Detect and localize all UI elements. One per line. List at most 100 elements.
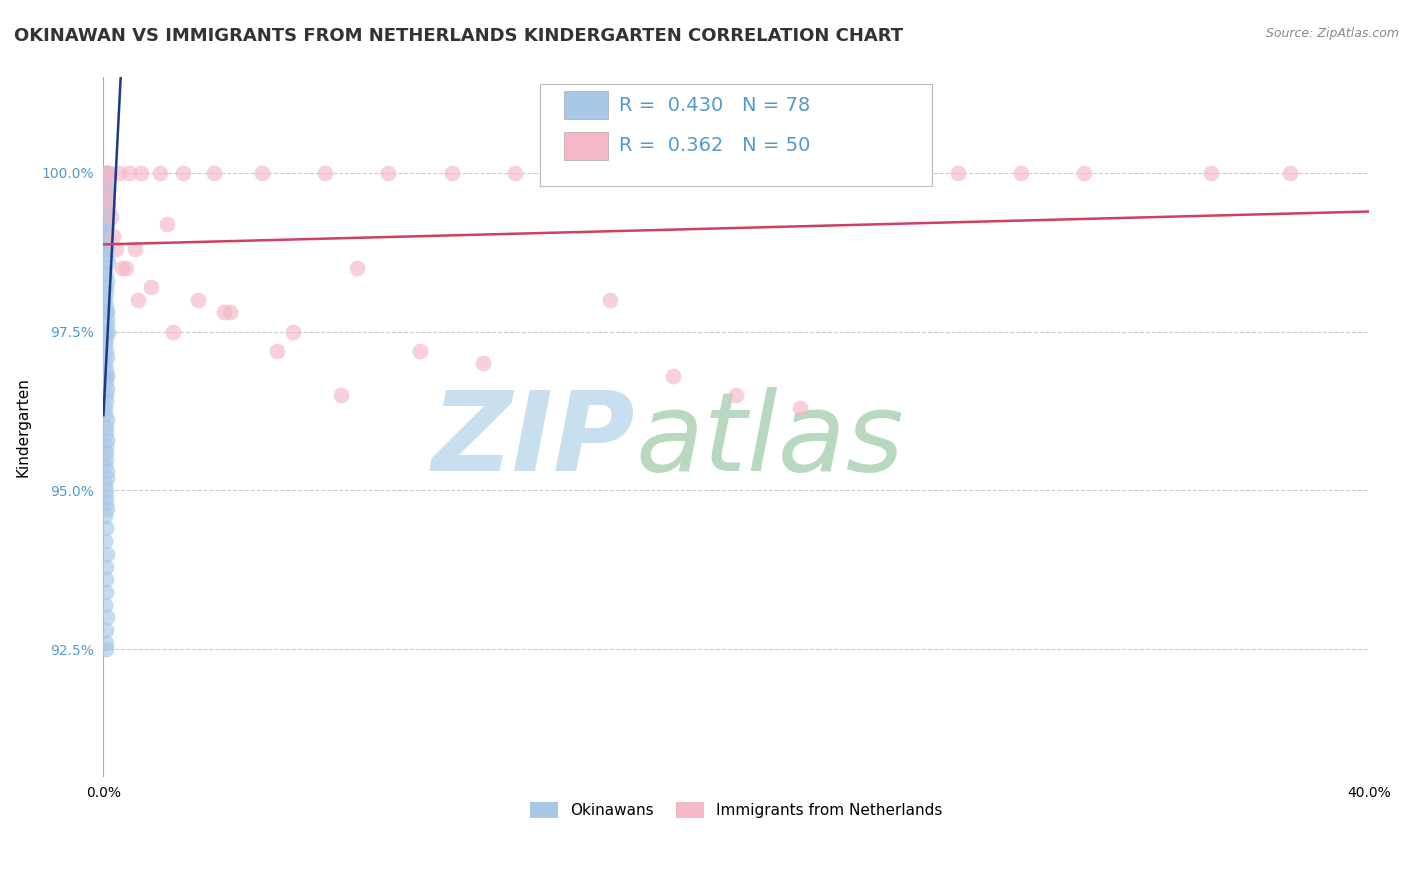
Point	[96, 382, 118, 396]
Point	[94, 439, 117, 453]
Point	[756, 166, 779, 180]
Point	[1279, 166, 1302, 180]
Point	[131, 166, 153, 180]
Point	[187, 293, 209, 307]
Point	[98, 166, 121, 180]
Point	[96, 197, 118, 211]
Point	[94, 521, 117, 535]
Point	[94, 388, 117, 402]
Point	[96, 311, 118, 326]
Point	[94, 229, 117, 244]
Point	[94, 445, 117, 459]
Text: OKINAWAN VS IMMIGRANTS FROM NETHERLANDS KINDERGARTEN CORRELATION CHART: OKINAWAN VS IMMIGRANTS FROM NETHERLANDS …	[14, 27, 903, 45]
Point	[94, 623, 117, 637]
Point	[156, 217, 179, 231]
Point	[94, 394, 117, 409]
Point	[94, 178, 117, 193]
Text: ZIP: ZIP	[432, 387, 636, 494]
Point	[94, 242, 117, 256]
Point	[96, 318, 118, 333]
FancyBboxPatch shape	[540, 85, 932, 186]
Point	[94, 260, 117, 275]
Point	[94, 407, 117, 421]
Point	[94, 483, 117, 498]
Point	[96, 286, 118, 301]
Point	[94, 248, 117, 262]
Point	[96, 376, 118, 390]
Point	[472, 356, 495, 370]
Point	[108, 166, 131, 180]
Point	[96, 305, 118, 319]
Point	[662, 369, 685, 384]
Point	[162, 325, 184, 339]
Point	[139, 280, 162, 294]
Point	[97, 254, 120, 268]
Point	[1010, 166, 1032, 180]
Point	[94, 572, 117, 586]
Point	[96, 496, 118, 510]
Point	[94, 356, 117, 370]
Point	[97, 325, 120, 339]
Point	[503, 166, 526, 180]
Point	[96, 419, 118, 434]
Point	[94, 458, 117, 472]
Point	[567, 166, 589, 180]
Point	[94, 178, 117, 193]
Point	[96, 451, 118, 466]
Point	[94, 166, 117, 180]
Point	[111, 260, 134, 275]
Point	[105, 242, 128, 256]
Point	[94, 598, 117, 612]
Point	[377, 166, 399, 180]
Point	[96, 223, 118, 237]
Point	[202, 166, 225, 180]
Point	[94, 185, 117, 199]
Point	[96, 178, 118, 193]
Point	[94, 166, 117, 180]
Point	[96, 369, 118, 384]
Point	[693, 166, 716, 180]
Point	[94, 235, 117, 250]
Y-axis label: Kindergarten: Kindergarten	[15, 376, 30, 476]
Point	[94, 191, 117, 205]
Point	[96, 229, 118, 244]
Point	[127, 293, 149, 307]
Point	[172, 166, 194, 180]
Point	[266, 343, 288, 358]
Point	[94, 401, 117, 415]
Point	[96, 350, 118, 364]
Point	[96, 502, 118, 516]
Point	[96, 433, 118, 447]
Point	[94, 559, 117, 574]
Point	[94, 280, 117, 294]
Point	[96, 242, 118, 256]
Point	[149, 166, 172, 180]
Point	[96, 610, 118, 624]
Point	[440, 166, 463, 180]
Point	[97, 197, 120, 211]
Point	[883, 166, 905, 180]
Point	[94, 293, 117, 307]
Point	[94, 490, 117, 504]
Point	[96, 464, 118, 478]
Point	[409, 343, 432, 358]
Point	[94, 299, 117, 313]
Point	[96, 413, 118, 427]
Point	[250, 166, 273, 180]
Point	[96, 166, 118, 180]
Point	[94, 331, 117, 345]
Point	[630, 166, 652, 180]
Point	[114, 260, 136, 275]
Point	[101, 229, 124, 244]
Text: R =  0.430   N = 78: R = 0.430 N = 78	[619, 95, 810, 115]
Point	[346, 260, 368, 275]
Point	[96, 585, 118, 599]
Point	[94, 172, 117, 186]
Point	[96, 274, 118, 288]
Point	[314, 166, 336, 180]
Legend: Okinawans, Immigrants from Netherlands: Okinawans, Immigrants from Netherlands	[524, 797, 949, 824]
Point	[94, 210, 117, 224]
Point	[212, 305, 235, 319]
Point	[96, 547, 118, 561]
Point	[219, 305, 242, 319]
